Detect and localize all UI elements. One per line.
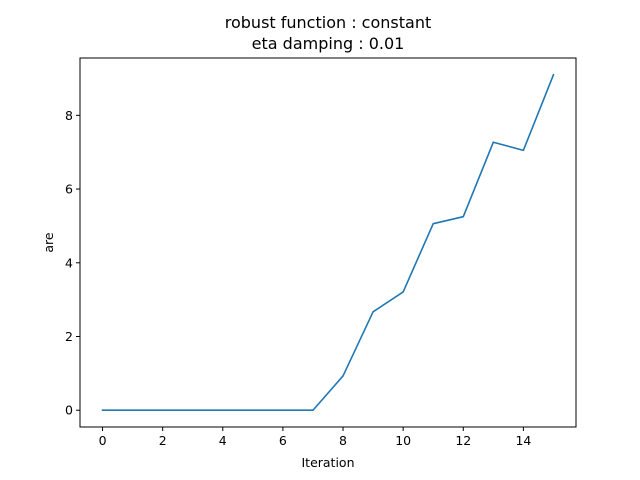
y-axis-label: are <box>41 232 56 253</box>
y-tick-label-2: 4 <box>65 255 73 270</box>
chart-title-line-1: robust function : constant <box>225 13 431 32</box>
x-tick-label-0: 0 <box>99 433 107 448</box>
chart-title-line-2: eta damping : 0.01 <box>252 34 405 53</box>
plot-frame <box>79 57 577 428</box>
y-tick-label-0: 0 <box>65 403 73 418</box>
axis-ticks: 0 2 4 6 8 10 12 14 0 2 4 6 8 <box>65 108 531 448</box>
x-tick-label-3: 6 <box>279 433 287 448</box>
y-tick-label-3: 6 <box>65 182 73 197</box>
x-tick-label-5: 10 <box>395 433 411 448</box>
x-tick-label-4: 8 <box>339 433 347 448</box>
x-tick-label-6: 12 <box>455 433 471 448</box>
x-tick-label-7: 14 <box>515 433 531 448</box>
x-tick-label-1: 2 <box>159 433 167 448</box>
series-group <box>101 73 555 412</box>
x-tick-label-2: 4 <box>219 433 227 448</box>
y-tick-label-4: 8 <box>65 108 73 123</box>
series-line-0 <box>101 73 555 412</box>
x-axis-label: Iteration <box>301 455 354 470</box>
y-tick-label-1: 2 <box>65 329 73 344</box>
